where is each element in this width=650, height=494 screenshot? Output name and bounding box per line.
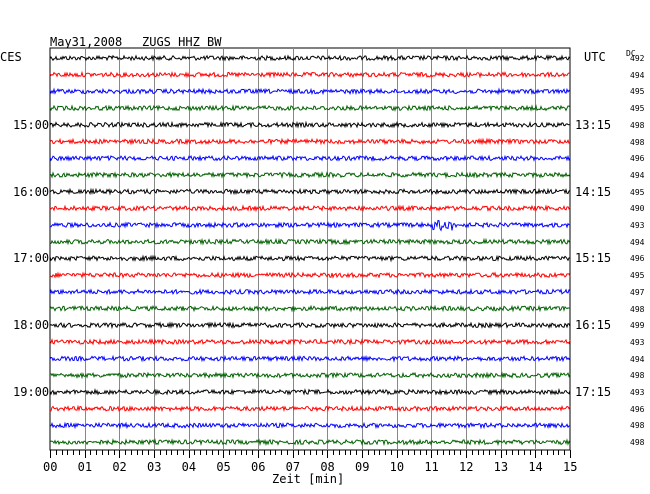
trace-5 bbox=[49, 137, 571, 146]
right-time-label-0: 13:15 bbox=[575, 117, 612, 132]
x-tick-label-9: 09 bbox=[355, 460, 370, 474]
dc-label: DC bbox=[626, 49, 636, 58]
dc-value-16: 499 bbox=[630, 321, 645, 331]
dc-value-14: 497 bbox=[630, 287, 645, 297]
x-tick-label-1: 01 bbox=[77, 460, 93, 474]
dc-value-8: 495 bbox=[630, 187, 645, 197]
trace-0 bbox=[49, 54, 571, 62]
trace-3 bbox=[49, 104, 571, 112]
dc-value-18: 494 bbox=[630, 354, 645, 364]
x-tick-label-13: 13 bbox=[493, 460, 509, 474]
trace-4 bbox=[49, 120, 571, 129]
x-tick-label-2: 02 bbox=[112, 460, 127, 474]
right-timezone-label: UTC bbox=[584, 50, 606, 64]
left-time-label-4: 19:00 bbox=[13, 385, 50, 399]
trace-10 bbox=[50, 219, 571, 232]
x-tick-label-0: 00 bbox=[43, 460, 58, 474]
dc-value-22: 498 bbox=[630, 421, 645, 431]
left-time-label-3: 18:00 bbox=[13, 318, 50, 333]
left-timezone-label: CES bbox=[0, 50, 22, 64]
left-time-label-1: 16:00 bbox=[13, 184, 50, 199]
trace-7 bbox=[49, 170, 571, 179]
trace-8 bbox=[49, 187, 571, 196]
trace-18 bbox=[49, 354, 571, 363]
x-tick-label-5: 05 bbox=[216, 460, 231, 474]
x-tick-label-12: 12 bbox=[459, 460, 474, 474]
trace-11 bbox=[49, 237, 571, 246]
dc-value-9: 490 bbox=[630, 204, 645, 214]
dc-value-21: 496 bbox=[630, 404, 645, 414]
x-tick-label-7: 07 bbox=[285, 460, 301, 474]
right-time-label-1: 14:15 bbox=[575, 184, 612, 199]
trace-9 bbox=[49, 204, 571, 213]
dc-value-10: 493 bbox=[630, 221, 645, 230]
dc-value-23: 498 bbox=[630, 438, 645, 448]
dc-value-13: 495 bbox=[630, 271, 645, 281]
dc-value-5: 498 bbox=[630, 137, 645, 147]
dc-value-12: 496 bbox=[630, 254, 645, 264]
trace-1 bbox=[49, 70, 571, 79]
trace-15 bbox=[49, 304, 571, 313]
trace-19 bbox=[49, 371, 571, 380]
x-tick-label-11: 11 bbox=[424, 460, 439, 474]
trace-21 bbox=[49, 404, 571, 413]
x-tick-label-15: 15 bbox=[563, 460, 578, 474]
dc-value-3: 495 bbox=[630, 104, 645, 114]
dc-value-6: 496 bbox=[630, 154, 645, 164]
right-time-label-2: 15:15 bbox=[575, 251, 612, 266]
left-time-label-0: 15:00 bbox=[13, 117, 50, 132]
x-tick-label-4: 04 bbox=[181, 460, 197, 474]
trace-13 bbox=[49, 271, 571, 280]
header-date: May31,2008 bbox=[50, 35, 123, 49]
dc-value-11: 494 bbox=[630, 237, 645, 247]
left-time-label-2: 17:00 bbox=[13, 251, 50, 266]
dc-value-19: 498 bbox=[630, 371, 645, 381]
right-time-label-4: 17:15 bbox=[575, 385, 612, 399]
trace-20 bbox=[49, 387, 571, 396]
trace-22 bbox=[49, 421, 571, 430]
x-tick-label-10: 10 bbox=[389, 460, 405, 474]
x-tick-label-14: 14 bbox=[528, 460, 543, 474]
trace-2 bbox=[49, 87, 571, 96]
dc-value-0: 492 bbox=[630, 54, 645, 63]
dc-value-4: 498 bbox=[630, 120, 645, 130]
dc-value-7: 494 bbox=[630, 170, 645, 180]
x-axis-title: Zeit [min] bbox=[272, 472, 345, 486]
dc-value-2: 495 bbox=[630, 87, 645, 97]
dc-value-1: 494 bbox=[630, 70, 645, 80]
trace-6 bbox=[49, 154, 571, 163]
x-tick-label-8: 08 bbox=[320, 460, 335, 474]
dc-value-17: 493 bbox=[630, 337, 645, 347]
trace-17 bbox=[49, 337, 571, 346]
trace-16 bbox=[49, 321, 571, 330]
trace-12 bbox=[49, 254, 571, 263]
right-time-label-3: 16:15 bbox=[575, 318, 612, 333]
header-station: ZUGS HHZ BW bbox=[142, 35, 222, 49]
trace-14 bbox=[49, 287, 571, 296]
trace-23 bbox=[49, 438, 571, 447]
x-tick-label-6: 06 bbox=[251, 460, 266, 474]
x-tick-label-3: 03 bbox=[147, 460, 162, 474]
dc-value-15: 498 bbox=[630, 304, 645, 314]
dc-value-20: 493 bbox=[630, 388, 645, 397]
